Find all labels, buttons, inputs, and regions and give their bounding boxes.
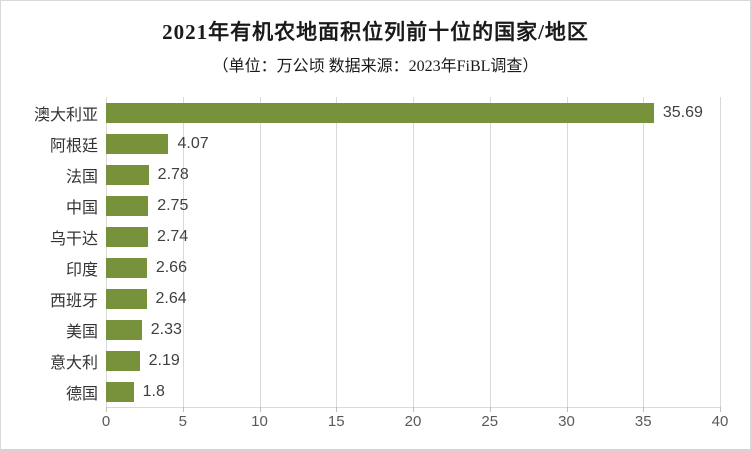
x-axis-tick-label: 10 (251, 413, 268, 430)
value-label: 35.69 (662, 103, 703, 121)
bar (106, 350, 140, 371)
gridline (489, 97, 491, 407)
value-label: 2.75 (157, 196, 189, 214)
x-axis-tick-mark (259, 407, 261, 412)
category-label: 法国 (65, 168, 98, 186)
chart-title: 2021年有机农地面积位列前十位的国家/地区 (162, 20, 589, 44)
bar-row: 印度 2.66 (1, 252, 750, 283)
category-label: 意大利 (49, 354, 98, 372)
value-label: 2.64 (155, 289, 187, 307)
x-axis-tick-mark (336, 407, 338, 412)
bar-track: 2.64 (106, 283, 720, 314)
x-axis-tick-label: 0 (101, 413, 111, 430)
category-label: 乌干达 (49, 230, 98, 248)
x-axis-tick-label: 5 (178, 413, 187, 430)
gridline (566, 97, 568, 407)
bar-row: 美国 2.33 (1, 314, 750, 345)
bar (106, 226, 149, 247)
category-label: 西班牙 (49, 292, 98, 310)
x-axis-tick-mark (643, 407, 645, 412)
gridline (106, 97, 107, 407)
x-axis-tick-mark (566, 407, 568, 412)
bar-row: 乌干达 2.74 (1, 221, 750, 252)
value-label: 2.74 (157, 227, 189, 245)
bar (106, 257, 147, 278)
bar-track: 35.69 (106, 97, 720, 128)
x-axis-tick-mark (182, 407, 184, 412)
gridline (182, 97, 184, 407)
value-label: 2.19 (148, 351, 180, 369)
bar (106, 195, 149, 216)
gridline (413, 97, 414, 407)
category-label: 德国 (65, 385, 98, 403)
value-label: 4.07 (177, 134, 209, 152)
category-label: 美国 (65, 323, 98, 341)
bar-track: 1.8 (106, 376, 720, 407)
value-label: 1.8 (142, 382, 165, 400)
bar-row: 意大利 2.19 (1, 345, 750, 376)
bar-row: 中国 2.75 (1, 190, 750, 221)
bar-track: 2.75 (106, 190, 720, 221)
bar-row: 西班牙 2.64 (1, 283, 750, 314)
gridline (720, 97, 721, 407)
bar-track: 2.33 (106, 314, 720, 345)
bar (106, 381, 134, 402)
chart-subtitle: （单位：万公顷 数据来源：2023年FiBL调查） (212, 58, 539, 75)
bar-row: 阿根廷 4.07 (1, 128, 750, 159)
bar-row: 澳大利亚 35.69 (1, 97, 750, 128)
bar-track: 2.19 (106, 345, 720, 376)
bar-track: 4.07 (106, 128, 720, 159)
x-axis-tick-mark (720, 407, 721, 412)
gridline (643, 97, 645, 407)
value-label: 2.33 (150, 320, 182, 338)
value-label: 2.78 (157, 165, 189, 183)
bar (106, 319, 142, 340)
category-label: 阿根廷 (49, 137, 98, 155)
value-label: 2.66 (155, 258, 187, 276)
x-axis-tick-mark (413, 407, 414, 412)
bar-track: 2.66 (106, 252, 720, 283)
category-label: 印度 (65, 261, 98, 279)
bar (106, 164, 149, 185)
bar-row: 德国 1.8 (1, 376, 750, 407)
x-axis-tick-mark (106, 407, 107, 412)
gridline (259, 97, 261, 407)
bar-row: 法国 2.78 (1, 159, 750, 190)
bar-track: 2.74 (106, 221, 720, 252)
x-axis-tick-label: 25 (481, 413, 499, 430)
bar-track: 2.78 (106, 159, 720, 190)
category-label: 中国 (65, 199, 98, 217)
bar (106, 102, 654, 123)
x-axis-tick-label: 30 (558, 413, 575, 430)
x-axis-tick-label: 35 (634, 413, 652, 430)
x-axis-tick-label: 15 (327, 413, 345, 430)
x-axis-tick-label: 20 (404, 413, 422, 430)
bar-rows: 澳大利亚 35.69 阿根廷 4.07 法国 2.78 中国 2.75 乌干达 2.74 印度 2.6… (1, 97, 750, 407)
bar (106, 288, 147, 309)
gridline (336, 97, 338, 407)
x-axis-tick-mark (489, 407, 491, 412)
category-label: 澳大利亚 (33, 106, 98, 124)
x-axis-tick-label: 40 (711, 413, 729, 430)
bar (106, 133, 169, 154)
